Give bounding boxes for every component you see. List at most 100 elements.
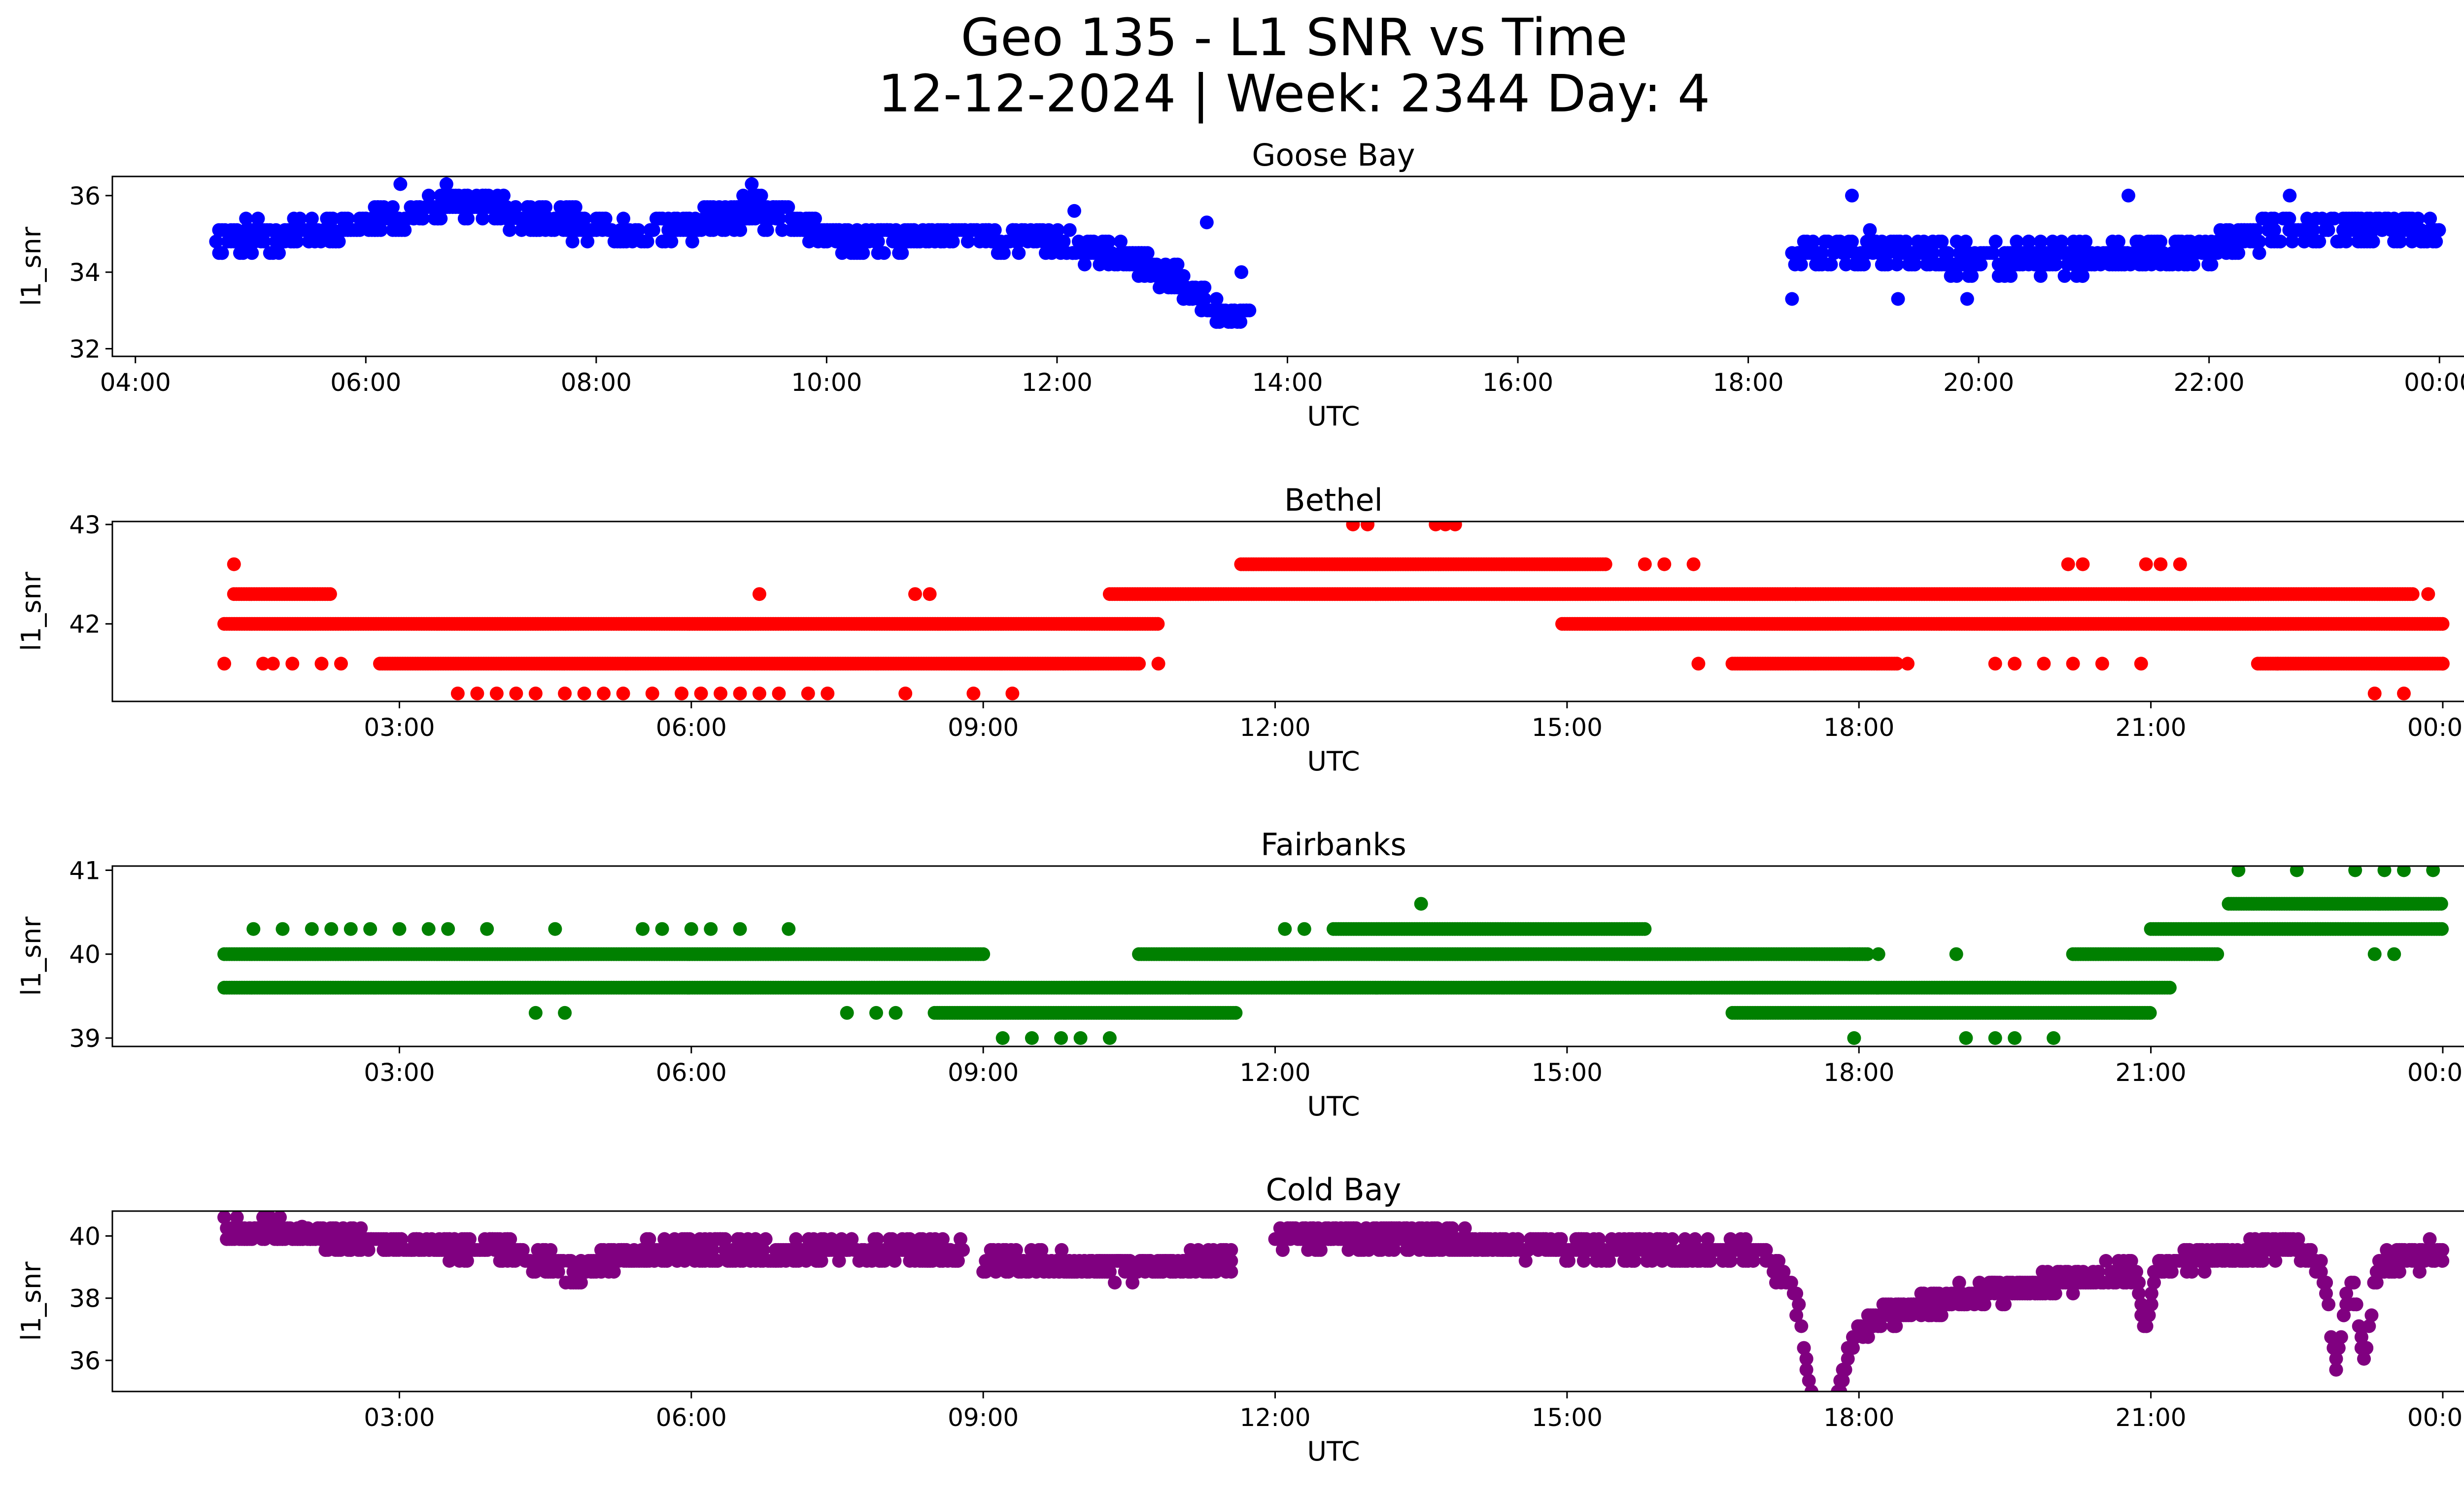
data-point — [2405, 587, 2420, 601]
data-point — [341, 211, 355, 226]
data-point — [753, 587, 766, 601]
figure-title-line2: 12-12-2024 | Week: 2344 Day: 4 — [878, 64, 1710, 124]
data-point — [1988, 657, 2002, 671]
x-tick-label: 08:00 — [561, 368, 632, 397]
y-tick-label: 36 — [69, 182, 101, 210]
x-tick-label: 15:00 — [1532, 713, 1603, 742]
data-point — [2021, 235, 2036, 248]
data-point — [961, 235, 975, 248]
data-points — [209, 177, 2446, 329]
data-point — [539, 200, 552, 214]
data-point — [251, 211, 265, 226]
data-point — [908, 587, 922, 601]
data-point — [509, 686, 523, 700]
data-point — [558, 686, 572, 700]
data-point — [2339, 235, 2353, 248]
data-point — [2252, 235, 2266, 248]
data-point — [1361, 522, 1375, 531]
x-tick-label: 12:00 — [1239, 713, 1310, 742]
data-point — [239, 211, 253, 226]
data-point — [434, 211, 448, 226]
data-point — [1067, 204, 1081, 218]
data-point — [2134, 657, 2148, 671]
data-point — [2122, 188, 2135, 203]
x-tick-label: 04:00 — [100, 368, 171, 397]
data-point — [1806, 235, 1820, 248]
data-point — [1151, 617, 1165, 631]
data-point — [1926, 246, 1940, 260]
data-point — [450, 686, 465, 700]
x-tick-label: 16:00 — [1482, 368, 1553, 397]
data-point — [923, 587, 937, 601]
data-point — [1057, 235, 1071, 248]
data-point — [266, 657, 280, 671]
data-point — [581, 235, 595, 248]
data-point — [470, 686, 484, 700]
data-point — [578, 211, 591, 226]
data-point — [664, 235, 679, 248]
y-axis-label: l1_snr — [16, 226, 47, 306]
data-point — [393, 177, 408, 191]
data-point — [2393, 235, 2407, 248]
y-tick-label: 43 — [69, 511, 101, 539]
data-point — [1078, 257, 1092, 272]
data-point — [745, 177, 759, 191]
data-point — [256, 657, 270, 671]
data-point — [1824, 257, 1838, 272]
data-point — [577, 686, 591, 700]
data-point — [754, 188, 768, 203]
data-point — [2423, 211, 2437, 226]
data-point — [694, 686, 708, 700]
data-point — [1229, 1006, 1243, 1020]
x-tick-label: 00:00 — [2407, 713, 2464, 742]
data-point — [1960, 292, 1974, 306]
subplot-title: Bethel — [1284, 482, 1383, 518]
data-point — [2139, 557, 2153, 571]
data-point — [1908, 257, 1922, 272]
data-point — [2008, 657, 2022, 671]
data-point — [2312, 235, 2327, 248]
data-point — [2154, 235, 2167, 248]
axes-frame — [111, 175, 2464, 357]
data-point — [801, 686, 815, 700]
data-point — [1958, 235, 1973, 248]
data-point — [1198, 292, 1212, 306]
data-point — [616, 211, 630, 226]
data-point — [209, 235, 223, 248]
data-point — [2076, 269, 2089, 283]
data-point — [1233, 315, 1248, 329]
data-point — [1199, 215, 1214, 230]
data-point — [2397, 686, 2411, 700]
data-point — [1132, 657, 1146, 671]
data-point — [2210, 947, 2224, 961]
data-point — [2435, 617, 2450, 631]
data-point — [946, 235, 960, 248]
data-point — [1657, 557, 1672, 571]
data-point — [1151, 657, 1165, 671]
data-point — [760, 223, 774, 237]
data-point — [2079, 235, 2093, 248]
data-point — [821, 686, 835, 700]
data-point — [646, 223, 660, 237]
data-point — [2033, 269, 2048, 283]
data-point — [2366, 235, 2380, 248]
data-point — [1788, 587, 1803, 601]
data-point — [1965, 269, 1979, 283]
data-point — [1234, 265, 1248, 279]
data-point — [1062, 223, 1077, 237]
data-point — [334, 657, 348, 671]
data-point — [215, 246, 229, 260]
data-point — [1598, 557, 1612, 571]
data-point — [1638, 922, 1652, 936]
data-point — [2435, 657, 2450, 671]
data-point — [1891, 292, 1905, 306]
data-point — [2076, 557, 2090, 571]
data-point — [1209, 292, 1224, 306]
data-point — [1988, 235, 2003, 248]
data-point — [2306, 223, 2320, 237]
data-point — [305, 211, 319, 226]
data-point — [439, 177, 453, 191]
data-point — [476, 211, 490, 226]
data-point — [565, 235, 580, 248]
